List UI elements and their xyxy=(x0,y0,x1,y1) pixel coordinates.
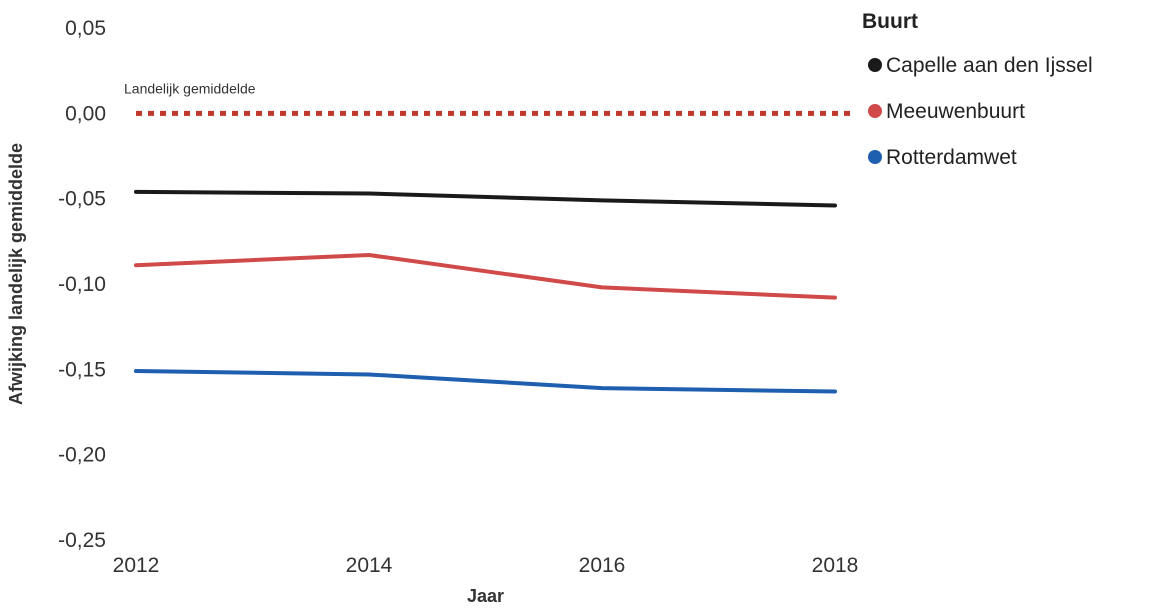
y-tick-label: -0,15 xyxy=(58,358,106,381)
x-tick-label: 2018 xyxy=(812,554,859,577)
x-axis-ticks: 2012 2014 2016 2018 xyxy=(113,554,859,577)
x-axis-title: Jaar xyxy=(467,586,504,606)
x-tick-label: 2014 xyxy=(346,554,393,577)
series-line xyxy=(134,189,837,208)
y-tick-label: 0,00 xyxy=(65,102,106,125)
series-line xyxy=(134,369,837,394)
legend-marker xyxy=(868,150,882,164)
legend-item-label[interactable]: Rotterdamwet xyxy=(886,146,1017,169)
x-tick-label: 2016 xyxy=(579,554,626,577)
y-tick-label: -0,05 xyxy=(58,188,106,211)
legend-item-label[interactable]: Capelle aan den Ijssel xyxy=(886,54,1093,77)
y-axis-title: Afwijking landelijk gemiddelde xyxy=(6,143,26,405)
reference-line-label: Landelijk gemiddelde xyxy=(124,80,256,96)
legend-marker xyxy=(868,58,882,72)
legend-title: Buurt xyxy=(862,10,918,33)
series-lines xyxy=(134,189,837,394)
y-tick-label: -0,20 xyxy=(58,444,106,467)
x-tick-label: 2012 xyxy=(113,554,160,577)
y-tick-label: -0,25 xyxy=(58,529,106,552)
legend-marker xyxy=(868,104,882,118)
y-axis-ticks: 0,05 0,00 -0,05 -0,10 -0,15 -0,20 -0,25 xyxy=(58,17,106,552)
y-tick-label: -0,10 xyxy=(58,273,106,296)
legend-item-label[interactable]: Meeuwenbuurt xyxy=(886,100,1025,123)
series-line xyxy=(134,252,837,300)
legend[interactable]: Buurt Capelle aan den Ijssel Meeuwenbuurt… xyxy=(862,10,1093,169)
y-tick-label: 0,05 xyxy=(65,17,106,40)
